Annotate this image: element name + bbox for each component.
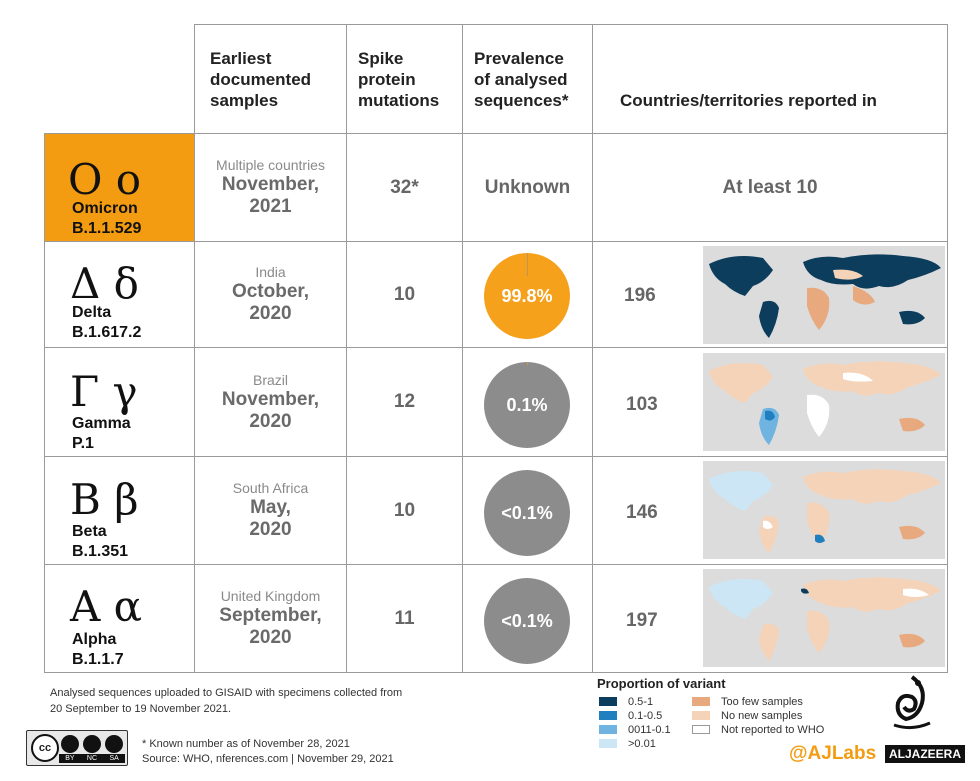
mutations-cell: 12 xyxy=(393,391,416,412)
prevalence-cell: Unknown xyxy=(484,176,571,198)
earliest-cell: Multiple countries November, 2021 xyxy=(216,157,325,217)
header-earliest: Earliest documented samples xyxy=(210,49,312,110)
legend-label: Too few samples xyxy=(721,696,803,708)
legend-swatch xyxy=(692,711,710,720)
earliest-cell: South Africa May, 2020 xyxy=(232,480,309,540)
earliest-cell: United Kingdom September, 2020 xyxy=(219,588,322,648)
prevalence-pie: <0.1% xyxy=(484,470,570,556)
cc-by-label: BY xyxy=(65,755,75,762)
cc-nc-icon xyxy=(83,735,101,753)
mutations-cell: 10 xyxy=(393,499,416,521)
greek-letters: Δ δ xyxy=(70,259,139,308)
legend-swatch xyxy=(599,697,617,706)
variant-name: Beta xyxy=(72,523,107,540)
world-map-gamma xyxy=(703,353,945,451)
legend-swatch xyxy=(692,697,710,706)
legend-label: 0.1-0.5 xyxy=(628,710,663,722)
greek-letters: Ο ο xyxy=(68,155,142,204)
footnote-source: Source: WHO, nferences.com | November 29… xyxy=(142,753,394,765)
cc-license-badge: cc BY NC SA xyxy=(26,730,128,766)
footnote-known: * Known number as of November 28, 2021 xyxy=(142,738,350,750)
variant-name: Alpha xyxy=(72,631,117,648)
reported-count: 197 xyxy=(626,610,658,631)
pie-label: 0.1% xyxy=(506,394,548,415)
legend-label: 0.5-1 xyxy=(628,696,654,708)
reported-cell: At least 10 xyxy=(722,176,818,198)
variant-name: Gamma xyxy=(72,415,131,432)
world-map-beta xyxy=(703,461,945,559)
earliest-cell: India October, 2020 xyxy=(231,264,310,324)
legend-label: 0011-0.1 xyxy=(628,724,671,736)
omicron-highlight xyxy=(44,133,194,241)
legend-swatch xyxy=(599,725,617,734)
greek-letters: Γ γ xyxy=(70,367,138,416)
greek-letters: Α α xyxy=(70,582,143,631)
legend-label: Not reported to WHO xyxy=(721,724,825,736)
world-map-alpha xyxy=(703,569,945,667)
header-spike: Spike protein mutations xyxy=(358,49,440,110)
pie-label: 99.8% xyxy=(501,285,553,306)
variant-lineage: B.1.617.2 xyxy=(72,324,142,341)
cc-by-icon xyxy=(61,735,79,753)
legend-label: >0.01 xyxy=(628,738,656,750)
cc-sa-label: SA xyxy=(109,755,119,762)
cc-icon: cc xyxy=(31,734,59,762)
legend-title: Proportion of variant xyxy=(597,676,726,691)
aljazeera-logo-icon xyxy=(888,675,936,735)
reported-count: 103 xyxy=(626,394,658,415)
legend-swatch xyxy=(599,711,617,720)
legend-label: No new samples xyxy=(721,710,803,722)
reported-count: 146 xyxy=(626,502,658,523)
prevalence-pie: 0.1% xyxy=(484,362,570,448)
header-prevalence: Prevalence of analysed sequences* xyxy=(474,49,569,110)
earliest-cell: Brazil November, 2020 xyxy=(221,371,320,432)
pie-label: <0.1% xyxy=(501,502,553,523)
mutations-cell: 10 xyxy=(393,283,416,305)
legend-swatch xyxy=(692,725,710,734)
prevalence-pie: <0.1% xyxy=(484,578,570,664)
mutations-cell: 11 xyxy=(394,607,415,629)
ajlabs-handle: @AJLabs xyxy=(789,743,877,764)
header-countries: Countries/territories reported in xyxy=(620,91,877,110)
variant-lineage: P.1 xyxy=(72,435,94,452)
cc-nc-label: NC xyxy=(86,755,98,762)
aljazeera-brand: ALJAZEERA xyxy=(885,745,966,763)
cc-sa-icon xyxy=(105,735,123,753)
pie-label: <0.1% xyxy=(501,610,553,631)
prevalence-pie: 99.8% xyxy=(484,253,570,339)
variant-name: Delta xyxy=(72,304,112,321)
footnote-gisaid: Analysed sequences uploaded to GISAID wi… xyxy=(50,687,403,715)
world-map-delta xyxy=(703,246,945,344)
variant-lineage: B.1.1.7 xyxy=(72,651,124,668)
reported-count: 196 xyxy=(624,285,656,306)
legend-swatch xyxy=(599,739,617,748)
mutations-cell: 32* xyxy=(390,176,419,198)
greek-letters: Β β xyxy=(70,475,139,524)
variant-lineage: B.1.351 xyxy=(72,543,129,560)
variant-lineage: B.1.1.529 xyxy=(72,220,142,237)
variant-name: Omicron xyxy=(72,200,138,217)
